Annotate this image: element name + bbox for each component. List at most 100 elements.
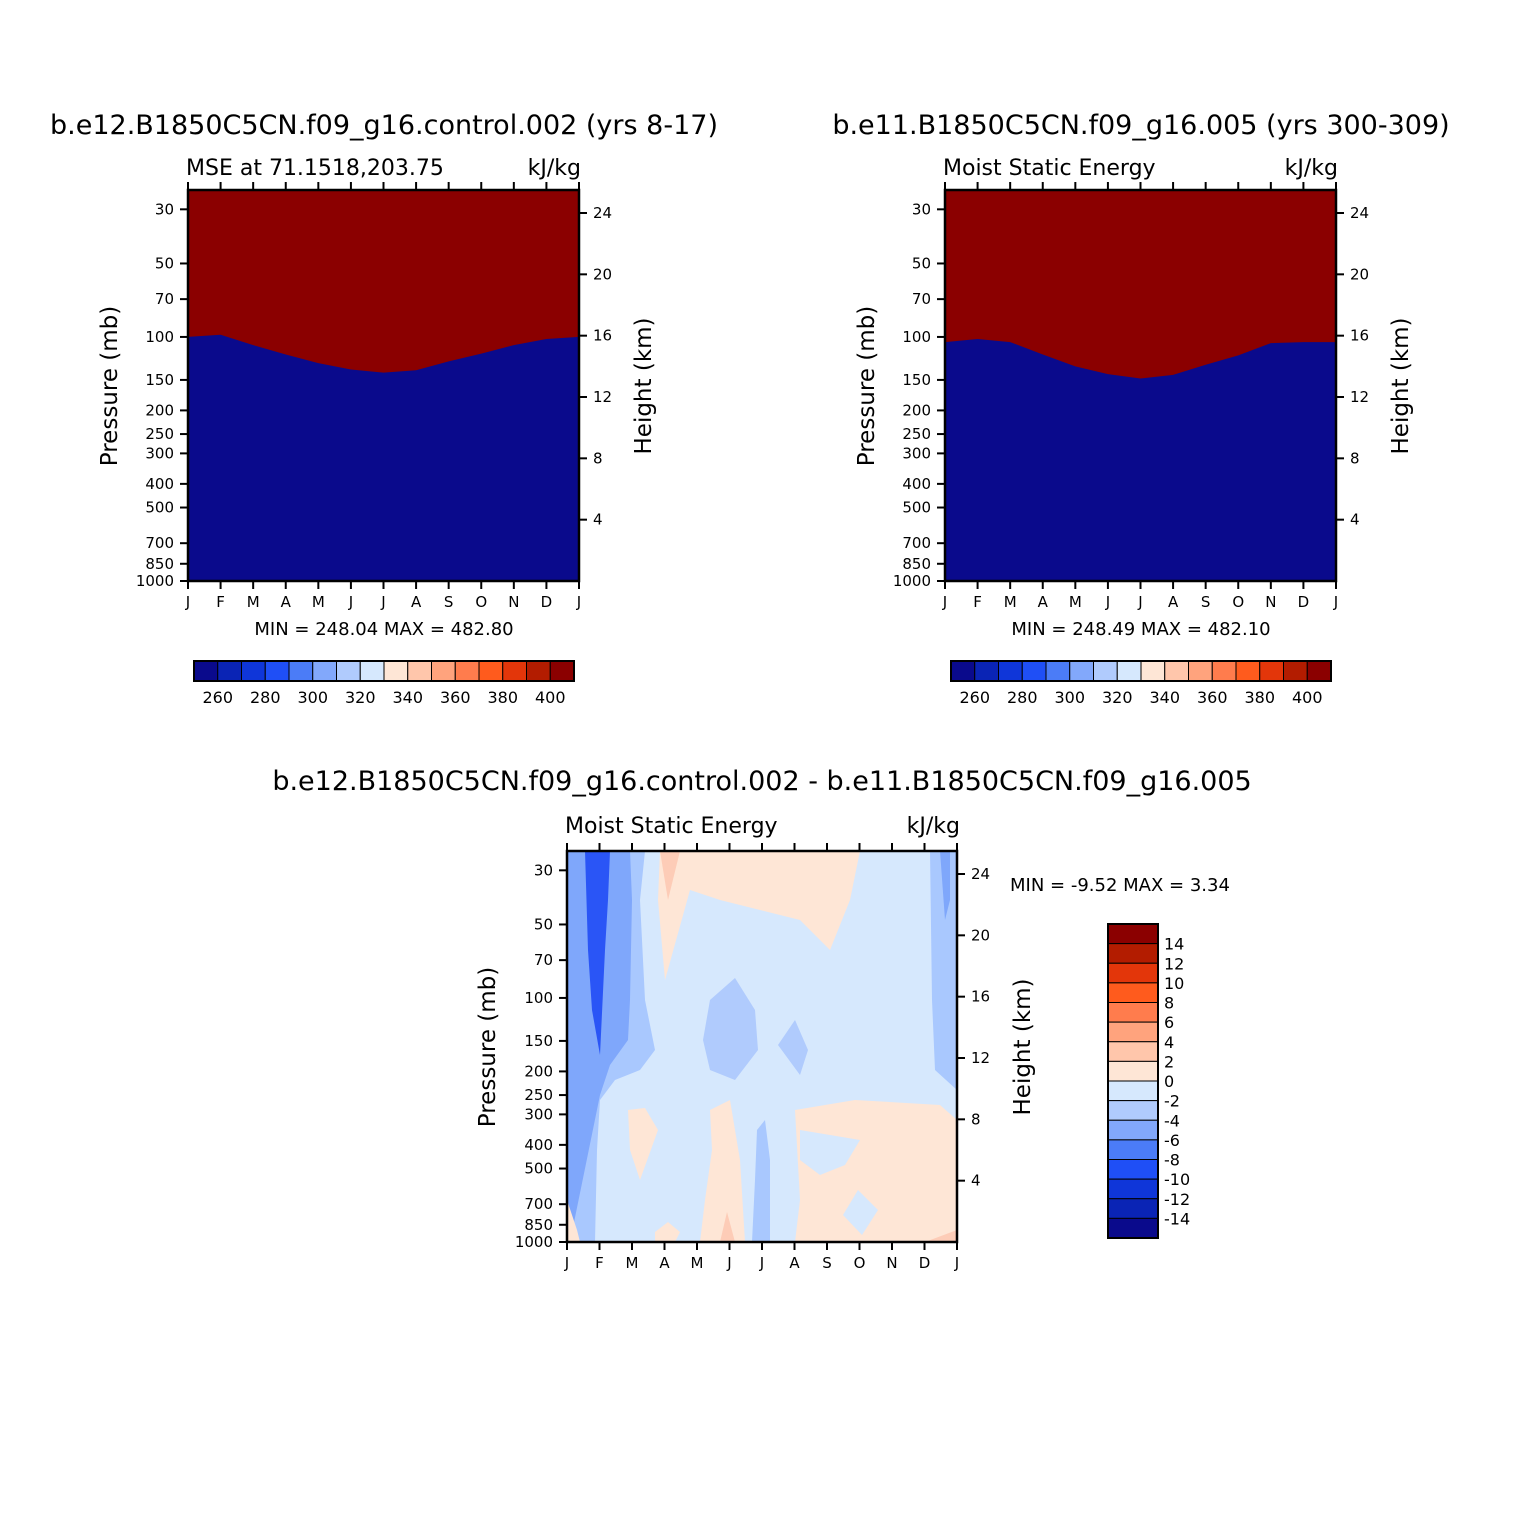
y2-tick-label: 12: [593, 388, 612, 406]
y-tick-label: 70: [155, 290, 174, 308]
colorbar-label: 360: [440, 688, 471, 707]
y2-tick-label: 16: [971, 988, 990, 1006]
colorbar-label: 320: [1102, 688, 1133, 707]
diff-region-pos-jan-low: [567, 1200, 580, 1242]
colorbar-label: -2: [1164, 1092, 1180, 1111]
y2-tick-label: 4: [971, 1172, 981, 1190]
diff-region-neg-aug: [800, 1130, 860, 1175]
colorbar-swatch: [1107, 1119, 1159, 1141]
panel-control: b.e12.B1850C5CN.f09_g16.control.002 (yrs…: [50, 110, 718, 707]
y-tick-label: 850: [524, 1216, 553, 1234]
colorbar-swatch: [454, 660, 480, 682]
colorbar-label: 380: [1244, 688, 1275, 707]
colorbar-frame: [1107, 923, 1159, 1239]
diff-region-pos-tip: [660, 851, 680, 900]
y-tick-label: 250: [524, 1086, 553, 1104]
y-tick-label: 300: [902, 444, 931, 462]
colorbar-swatch: [950, 660, 976, 682]
colorbar-label: 2: [1164, 1052, 1174, 1071]
colorbar-swatch: [1107, 1060, 1159, 1082]
colorbar-swatch: [478, 660, 504, 682]
colorbar-swatch: [336, 660, 361, 682]
colorbar-frame: [950, 660, 1332, 682]
colorbar-label: 280: [1007, 688, 1038, 707]
colorbar-swatch: [1107, 1178, 1159, 1200]
colorbar-swatch: [502, 660, 527, 682]
panel-case-title: b.e11.B1850C5CN.f09_g16.005 (yrs 300-309…: [832, 110, 1449, 141]
x-tick-label: F: [595, 1254, 604, 1272]
x-tick-label: A: [1168, 593, 1179, 611]
y-tick-label: 100: [524, 989, 553, 1007]
y2-tick-label: 16: [1350, 327, 1369, 345]
x-tick-label: O: [475, 593, 487, 611]
diff-region-neg-dec-inner: [940, 851, 950, 920]
colorbar-swatch: [1116, 660, 1142, 682]
y2-tick-label: 8: [1350, 449, 1360, 467]
y-tick-label: 30: [912, 200, 931, 218]
diff-region-pos-late: [795, 1100, 957, 1242]
panel-control-ylabel: Pressure (mb): [97, 306, 123, 466]
x-tick-label: J: [759, 1254, 764, 1272]
colorbar-swatch: [1107, 982, 1159, 1003]
y-tick-label: 1000: [515, 1233, 553, 1251]
colorbar-swatch: [549, 660, 575, 682]
x-tick-label: A: [1038, 593, 1049, 611]
colorbar-swatch: [193, 660, 219, 682]
y-tick-label: 200: [902, 401, 931, 419]
y2-tick-label: 24: [1350, 204, 1369, 222]
colorbar-label: 300: [297, 688, 328, 707]
y2-tick-label: 8: [593, 449, 603, 467]
x-tick-label: D: [541, 593, 553, 611]
x-tick-label: J: [1333, 593, 1338, 611]
y2-tick-label: 20: [971, 926, 990, 944]
x-tick-label: A: [281, 593, 292, 611]
x-tick-label: M: [247, 593, 260, 611]
colorbar-swatch: [288, 660, 314, 682]
colorbar-swatch: [1107, 1080, 1159, 1102]
panel-control-y2label: Height (km): [631, 317, 657, 454]
colorbar-swatch: [1045, 660, 1071, 682]
panel-case-contours: [945, 190, 1336, 581]
y-tick-label: 50: [155, 254, 174, 272]
colorbar-swatch: [974, 660, 999, 682]
colorbar-swatch: [383, 660, 409, 682]
panel-diff-left-label: Moist Static Energy: [565, 814, 778, 839]
colorbar-label: 360: [1197, 688, 1228, 707]
y-tick-label: 500: [145, 499, 174, 517]
colorbar-swatch: [1021, 660, 1047, 682]
colorbar-label: 10: [1164, 974, 1184, 993]
colorbar-label: -6: [1164, 1131, 1180, 1150]
panel-case-ylabel: Pressure (mb): [854, 306, 880, 466]
colorbar-frame: [193, 660, 575, 682]
y-tick-label: 100: [145, 328, 174, 346]
x-tick-label: J: [726, 1254, 731, 1272]
colorbar-swatch: [1069, 660, 1094, 682]
x-tick-label: D: [1298, 593, 1310, 611]
y-tick-label: 50: [912, 254, 931, 272]
colorbar-label: 280: [250, 688, 281, 707]
colorbar-swatch: [359, 660, 385, 682]
colorbar-swatch: [998, 660, 1023, 682]
x-tick-label: S: [1201, 593, 1211, 611]
x-tick-label: S: [822, 1254, 832, 1272]
colorbar-label: -4: [1164, 1111, 1180, 1130]
diff-region-pos-jun: [700, 1100, 745, 1242]
x-tick-label: F: [216, 593, 225, 611]
x-tick-label: J: [954, 1254, 959, 1272]
colorbar-swatch: [526, 660, 551, 682]
panel-diff-minmax: MIN = -9.52 MAX = 3.34: [1010, 875, 1230, 896]
panel-control-colorbar: 260 280 300 320 340 360 380 400: [193, 660, 575, 707]
colorbar-swatch: [431, 660, 456, 682]
colorbar-label: -10: [1164, 1170, 1190, 1189]
x-tick-label: D: [919, 1254, 931, 1272]
colorbar-label: 400: [1292, 688, 1323, 707]
y2-tick-label: 4: [593, 511, 603, 529]
diff-region-neg-jul: [778, 1020, 808, 1075]
colorbar-label: 340: [392, 688, 423, 707]
x-tick-label: J: [942, 593, 947, 611]
panel-diff: b.e12.B1850C5CN.f09_g16.control.002 - b.…: [272, 766, 1251, 1272]
colorbar-swatch: [1107, 1139, 1159, 1160]
colorbar-label: 400: [535, 688, 566, 707]
